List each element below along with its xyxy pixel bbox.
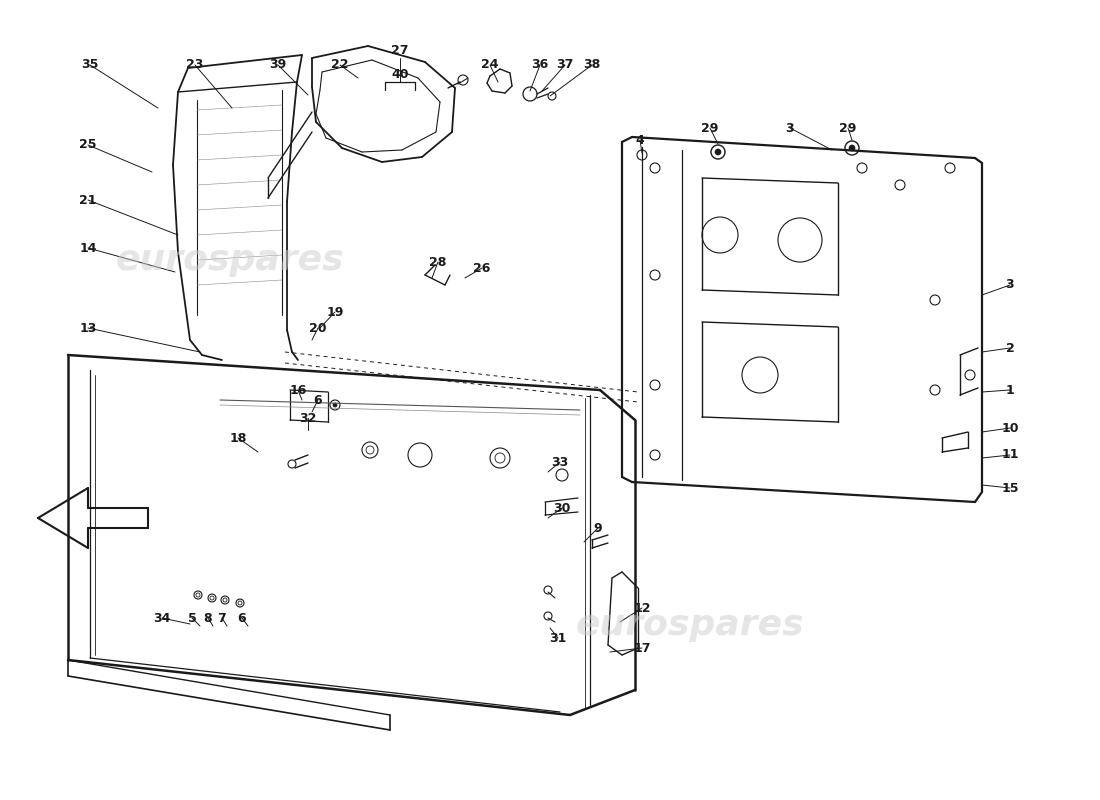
Text: 31: 31	[549, 631, 566, 645]
Text: 14: 14	[79, 242, 97, 254]
Text: 28: 28	[429, 255, 447, 269]
Text: 19: 19	[327, 306, 343, 318]
Text: 17: 17	[634, 642, 651, 654]
Text: 18: 18	[229, 431, 246, 445]
Circle shape	[333, 403, 337, 407]
Text: 34: 34	[153, 611, 170, 625]
Text: 7: 7	[218, 611, 227, 625]
Text: 29: 29	[839, 122, 857, 134]
Text: 40: 40	[392, 69, 409, 82]
Text: 8: 8	[204, 611, 212, 625]
Text: 6: 6	[238, 611, 246, 625]
Text: 21: 21	[79, 194, 97, 206]
Text: 37: 37	[557, 58, 574, 71]
Text: 26: 26	[473, 262, 491, 274]
Text: 2: 2	[1005, 342, 1014, 354]
Text: 25: 25	[79, 138, 97, 151]
Text: 10: 10	[1001, 422, 1019, 434]
Text: 32: 32	[299, 411, 317, 425]
Text: 23: 23	[186, 58, 204, 71]
Text: 29: 29	[702, 122, 718, 134]
Text: 11: 11	[1001, 449, 1019, 462]
Text: eurospares: eurospares	[575, 608, 804, 642]
Text: 6: 6	[314, 394, 322, 406]
Text: 5: 5	[188, 611, 197, 625]
Text: 35: 35	[81, 58, 99, 71]
Text: 20: 20	[309, 322, 327, 334]
Text: 24: 24	[482, 58, 498, 71]
Text: 36: 36	[531, 58, 549, 71]
Circle shape	[715, 149, 720, 155]
Text: 3: 3	[1005, 278, 1014, 291]
Text: 12: 12	[634, 602, 651, 614]
Text: 1: 1	[1005, 383, 1014, 397]
Text: 33: 33	[551, 455, 569, 469]
Text: 4: 4	[636, 134, 645, 146]
Text: 3: 3	[785, 122, 794, 134]
Text: 15: 15	[1001, 482, 1019, 494]
Text: 16: 16	[289, 383, 307, 397]
Text: 27: 27	[392, 43, 409, 57]
Circle shape	[849, 145, 855, 151]
Text: 9: 9	[594, 522, 603, 534]
Text: 39: 39	[270, 58, 287, 71]
Text: 38: 38	[583, 58, 601, 71]
Text: 13: 13	[79, 322, 97, 334]
Text: 30: 30	[553, 502, 571, 514]
Text: eurospares: eurospares	[116, 243, 344, 277]
Text: 22: 22	[331, 58, 349, 71]
